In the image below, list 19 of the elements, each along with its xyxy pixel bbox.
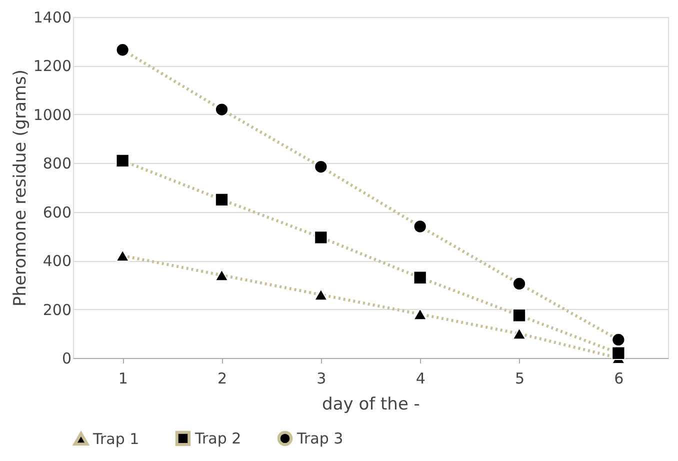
y-tick-label: 0 bbox=[62, 350, 72, 368]
x-tick-label: 6 bbox=[614, 370, 624, 388]
legend-label: Trap 1 bbox=[92, 430, 140, 448]
x-axis-title: day of the - bbox=[322, 394, 420, 414]
legend-label: Trap 2 bbox=[194, 429, 242, 448]
y-tick-label: 400 bbox=[42, 252, 72, 270]
x-tick-label: 4 bbox=[416, 370, 426, 388]
x-tick-label: 3 bbox=[316, 370, 326, 388]
x-tick-label: 2 bbox=[217, 370, 228, 388]
x-tick-label: 5 bbox=[514, 370, 525, 388]
y-tick-label: 200 bbox=[42, 300, 72, 319]
y-tick-label: 1400 bbox=[33, 8, 72, 26]
y-axis-title: Pheromone residue (grams) bbox=[10, 69, 30, 307]
legend-label: Trap 3 bbox=[296, 429, 344, 448]
y-tick-label: 1200 bbox=[33, 57, 72, 76]
y-tick-label: 600 bbox=[42, 203, 72, 222]
y-tick-label: 1000 bbox=[33, 106, 72, 124]
y-tick-label: 800 bbox=[42, 154, 72, 173]
x-tick-label: 1 bbox=[118, 370, 128, 388]
